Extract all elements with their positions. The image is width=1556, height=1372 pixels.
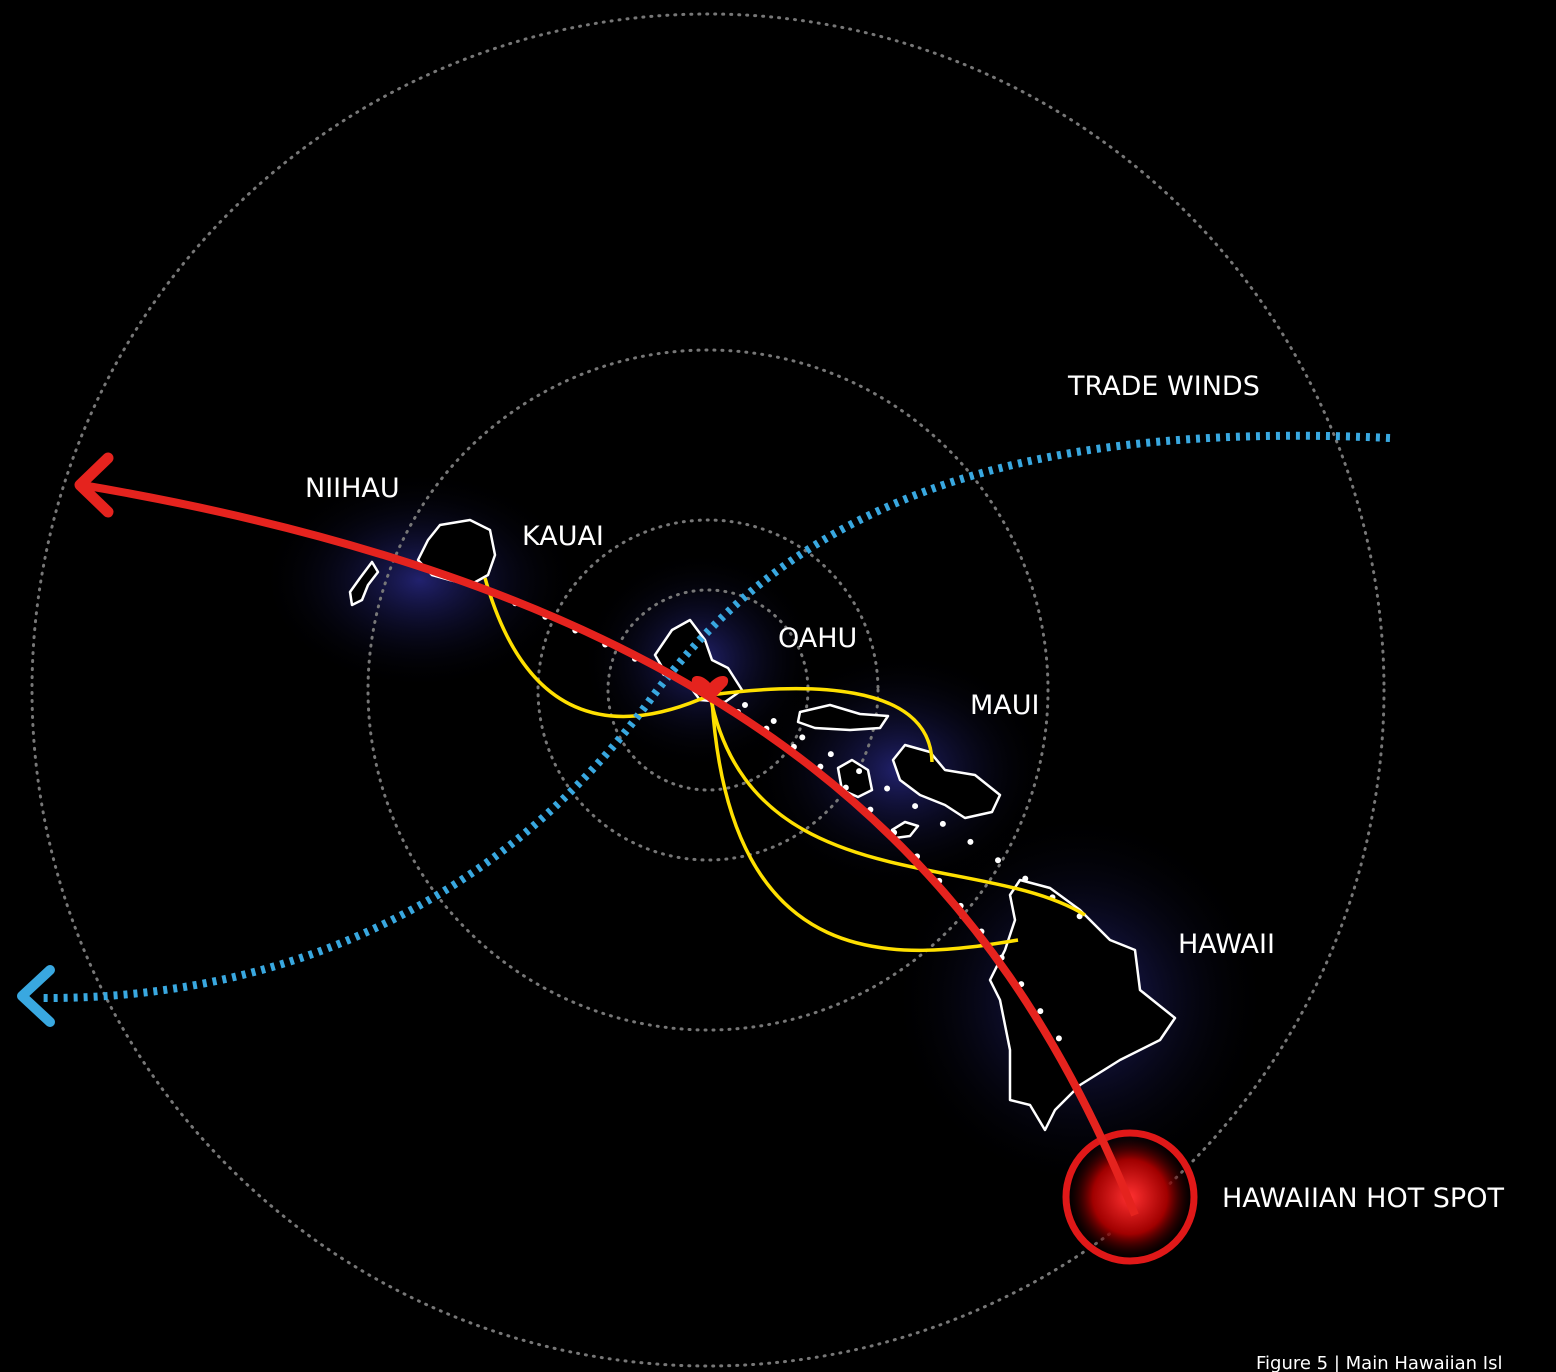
hot-spot-label: HAWAIIAN HOT SPOT (1222, 1183, 1504, 1214)
trade-wind-arrow (17, 431, 1391, 1027)
kauai-label: KAUAI (522, 521, 604, 552)
plate-motion-arrow (74, 452, 1139, 1217)
yellow-links (483, 577, 1086, 953)
maui-label: MAUI (970, 690, 1040, 721)
hawaii-label: HAWAII (1178, 929, 1275, 960)
glows (260, 470, 1270, 1190)
caption: Figure 5 | Main Hawaiian Isl (1256, 1353, 1503, 1372)
trade-winds-label: TRADE WINDS (1067, 371, 1260, 402)
oahu-label: OAHU (778, 623, 857, 654)
niihau-label: NIIHAU (305, 473, 400, 504)
